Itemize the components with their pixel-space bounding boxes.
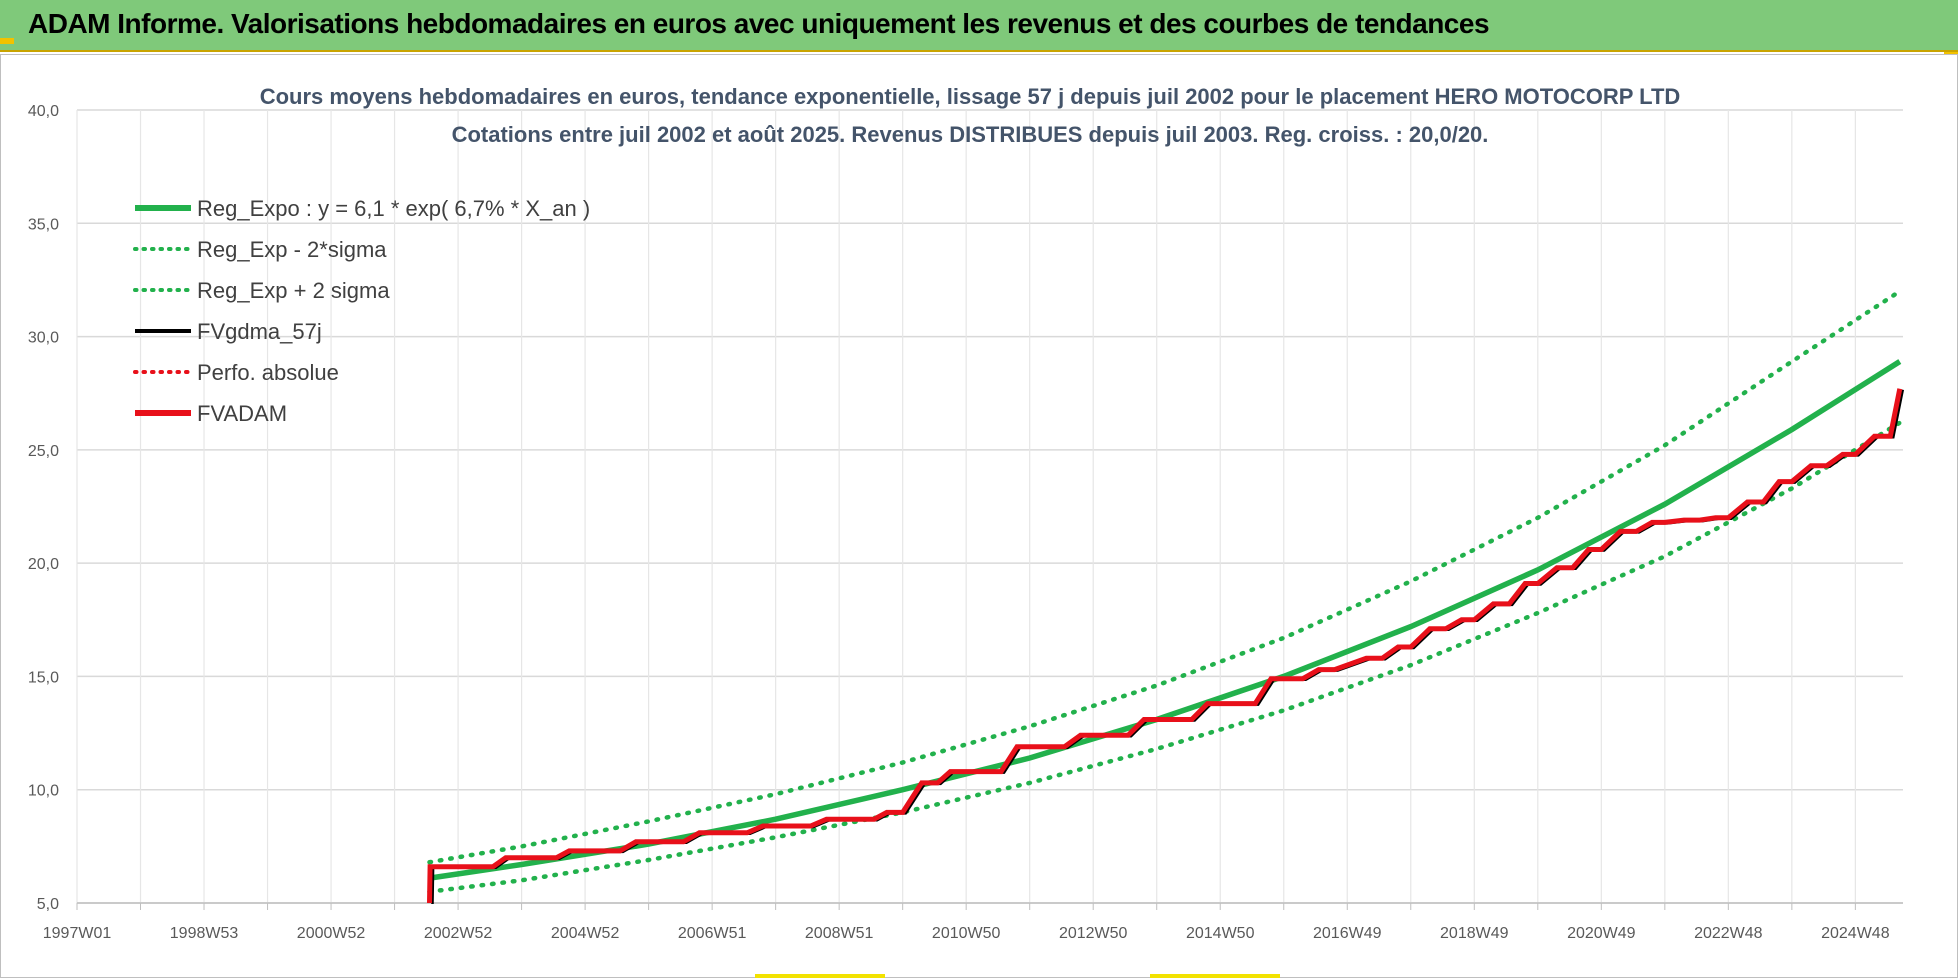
legend-label: Reg_Expo : y = 6,1 * exp( 6,7% * X_an ) (197, 196, 590, 221)
chart-title-line-1: Cours moyens hebdomadaires en euros, ten… (260, 84, 1681, 109)
x-tick-label: 2020W49 (1567, 925, 1636, 942)
reg-exp-plus-2sigma-line (427, 289, 1903, 865)
x-tick-label: 2006W51 (678, 925, 747, 942)
reg-exp-minus-2sigma-line (427, 420, 1903, 894)
y-tick-label: 15,0 (28, 669, 59, 686)
chart-title-line-2: Cotations entre juil 2002 et août 2025. … (452, 122, 1489, 147)
y-tick-label: 35,0 (28, 216, 59, 233)
x-tick-label: 2014W50 (1186, 925, 1255, 942)
x-tick-label: 2022W48 (1694, 925, 1763, 942)
y-tick-label: 10,0 (28, 783, 59, 800)
x-tick-label: 2002W52 (424, 925, 493, 942)
footer-mark-1 (755, 974, 885, 978)
x-tick-label: 2000W52 (297, 925, 366, 942)
legend-label: Reg_Exp - 2*sigma (197, 237, 387, 262)
x-tick-label: 1998W53 (170, 925, 239, 942)
x-tick-label: 2024W48 (1821, 925, 1890, 942)
grid (76, 109, 1903, 904)
x-tick-label: 2004W52 (551, 925, 620, 942)
title-bar: ADAM Informe. Valorisations hebdomadaire… (0, 0, 1958, 52)
fvadam-line (427, 388, 1903, 904)
y-tick-label: 5,0 (37, 896, 59, 913)
legend-label: Perfo. absolue (197, 360, 339, 385)
reg-expo-line (429, 359, 1902, 881)
fvgdma-57j-line (431, 389, 1905, 905)
y-tick-label: 40,0 (28, 103, 59, 120)
series (427, 289, 1905, 905)
y-tick-label: 30,0 (28, 330, 59, 347)
chart-panel (0, 54, 1958, 978)
axes: Cours moyens hebdomadaires en euros, ten… (28, 84, 1903, 942)
footer-mark-2 (1150, 974, 1280, 978)
legend-label: Reg_Exp + 2 sigma (197, 278, 390, 303)
y-tick-label: 20,0 (28, 556, 59, 573)
legend-label: FVADAM (197, 401, 287, 426)
x-tick-label: 2010W50 (932, 925, 1001, 942)
legend-label: FVgdma_57j (197, 319, 322, 344)
x-tick-label: 1997W01 (43, 925, 112, 942)
x-tick-label: 2008W51 (805, 925, 874, 942)
y-tick-label: 25,0 (28, 443, 59, 460)
x-tick-label: 2018W49 (1440, 925, 1509, 942)
x-tick-label: 2016W49 (1313, 925, 1382, 942)
corner-mark-left (0, 38, 14, 44)
page-title: ADAM Informe. Valorisations hebdomadaire… (28, 8, 1490, 39)
legend: Reg_Expo : y = 6,1 * exp( 6,7% * X_an ) R… (133, 196, 590, 426)
x-tick-label: 2012W50 (1059, 925, 1128, 942)
